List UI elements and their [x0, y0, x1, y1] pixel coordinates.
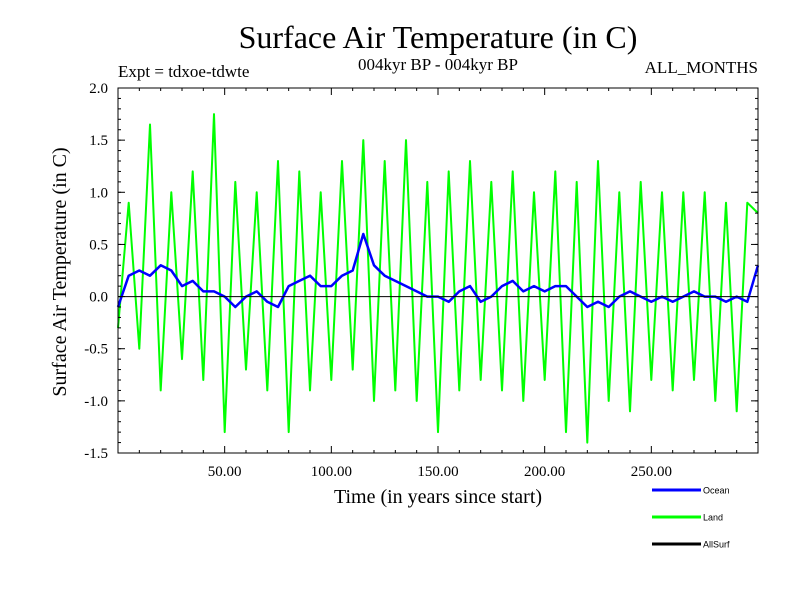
y-tick-label: 1.0: [89, 185, 108, 201]
x-tick-label: 250.00: [631, 464, 672, 480]
axes: -1.5 -1.0 -0.5 0.0 0.5 1.0 1.5 2.0 50.00 100.00 15…: [84, 81, 759, 480]
series-line-ocean: [116, 232, 760, 309]
legend-label-land: Land: [703, 513, 723, 523]
x-tick-label: 150.00: [417, 464, 458, 480]
period-label: 004kyr BP - 004kyr BP: [358, 55, 518, 74]
chart-title: Surface Air Temperature (in C): [239, 19, 638, 55]
y-tick-label: -0.5: [84, 342, 108, 358]
x-tick-label: 200.00: [524, 464, 565, 480]
y-axis-label: Surface Air Temperature (in C): [49, 147, 71, 396]
series-line-land: [117, 113, 759, 444]
x-tick-label: 50.00: [208, 464, 242, 480]
x-tick-label: 100.00: [311, 464, 352, 480]
y-tick-label: 2.0: [89, 81, 108, 97]
legend: Ocean Land AllSurf: [652, 486, 730, 550]
x-axis-label: Time (in years since start): [334, 486, 542, 508]
y-tick-label: -1.0: [84, 394, 108, 410]
legend-label-ocean: Ocean: [703, 486, 730, 496]
y-tick-label: 0.5: [89, 237, 108, 253]
plot-area: [116, 113, 760, 444]
y-tick-label: 0.0: [89, 290, 108, 306]
y-tick-label: 1.5: [89, 133, 108, 149]
y-tick-label: -1.5: [84, 446, 108, 462]
legend-label-allsurf: AllSurf: [703, 540, 730, 550]
season-label: ALL_MONTHS: [645, 58, 758, 77]
experiment-label: Expt = tdxoe-tdwte: [118, 62, 249, 81]
